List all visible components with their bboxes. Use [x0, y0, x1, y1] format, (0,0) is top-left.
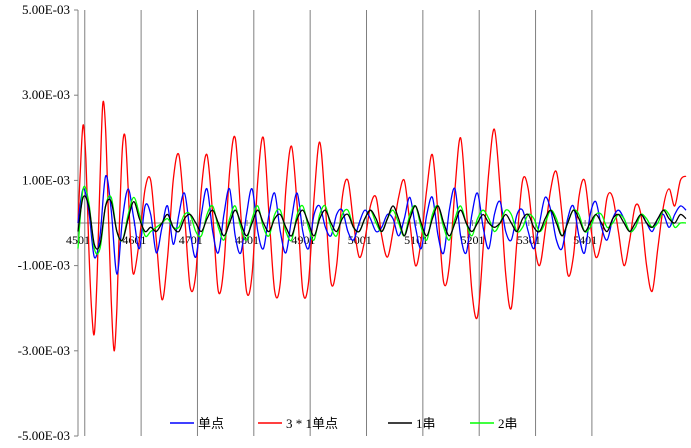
x-tick-label: 4601 — [122, 233, 146, 247]
y-tick-label: 5.00E-03 — [22, 2, 70, 17]
x-tick-label: 5101 — [404, 233, 428, 247]
y-axis-ticks: 5.00E-03 3.00E-03 1.00E-03 -1.00E-03 -3.00E-… — [18, 2, 78, 443]
y-tick-label: -1.00E-03 — [18, 258, 70, 273]
y-tick-label: 1.00E-03 — [22, 172, 70, 187]
y-tick-label: 3.00E-03 — [22, 87, 70, 102]
series-line-2 — [77, 195, 687, 250]
legend: 单点 3 * 1单点 1串 2串 — [170, 416, 518, 431]
y-tick-label: -3.00E-03 — [18, 343, 70, 358]
series-line-1 — [77, 100, 687, 352]
y-tick-label: -5.00E-03 — [18, 428, 70, 443]
legend-label-3: 2串 — [498, 416, 518, 431]
legend-label-0: 单点 — [198, 416, 224, 431]
legend-label-1: 3 * 1单点 — [286, 416, 338, 431]
series-line-0 — [77, 175, 687, 275]
legend-label-2: 1串 — [416, 416, 436, 431]
series-lines — [77, 100, 687, 352]
x-tick-label: 4701 — [179, 233, 203, 247]
x-tick-label: 5201 — [460, 233, 484, 247]
